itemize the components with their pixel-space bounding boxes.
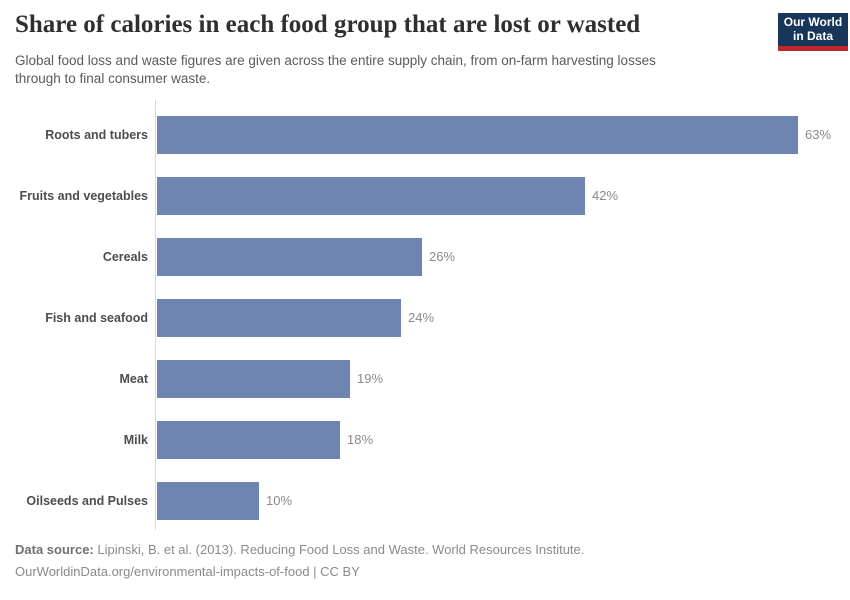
bar-track: 63% [157,115,843,154]
data-source-line: Data source: Lipinski, B. et al. (2013).… [15,539,815,561]
bar-row: Fish and seafood 24% [15,287,843,348]
chart-subtitle: Global food loss and waste figures are g… [15,52,775,88]
bar[interactable] [157,481,259,520]
bar-track: 42% [157,176,843,215]
bar-row: Roots and tubers 63% [15,104,843,165]
bar-chart: Roots and tubers 63% Fruits and vegetables… [15,100,843,530]
bar-row: Oilseeds and Pulses 10% [15,470,843,531]
value-label: 10% [266,493,293,508]
bar-track: 10% [157,481,843,520]
category-label: Meat [119,371,148,386]
bar[interactable] [157,298,401,337]
owid-logo-line1: Our World [783,15,843,29]
license-name: CC BY [320,564,360,579]
value-label: 24% [408,310,435,325]
category-label: Fish and seafood [45,310,148,325]
y-axis-line [155,100,156,530]
category-label: Oilseeds and Pulses [26,493,148,508]
category-label: Fruits and vegetables [19,188,148,203]
bar-row: Cereals 26% [15,226,843,287]
bar[interactable] [157,237,422,276]
bar-row: Milk 18% [15,409,843,470]
bar-row: Meat 19% [15,348,843,409]
chart-subtitle-line1: Global food loss and waste figures are g… [15,53,656,68]
license-separator: | [309,564,321,579]
bar-track: 24% [157,298,843,337]
owid-logo: Our World in Data [778,13,848,51]
category-label: Milk [123,432,148,447]
license-url[interactable]: OurWorldinData.org/environmental-impacts… [15,564,310,579]
owid-logo-line2: in Data [792,28,833,43]
chart-title: Share of calories in each food group tha… [15,11,641,38]
category-label: Roots and tubers [45,127,148,142]
value-label: 26% [429,249,456,264]
value-label: 18% [347,432,374,447]
chart-subtitle-line2: through to final consumer waste. [15,71,211,86]
bar[interactable] [157,176,585,215]
data-source-label: Data source: [15,542,94,557]
bar[interactable] [157,115,798,154]
value-label: 42% [592,188,619,203]
bar[interactable] [157,359,350,398]
bar-row: Fruits and vegetables 42% [15,165,843,226]
value-label: 19% [357,371,384,386]
bar-chart-rows: Roots and tubers 63% Fruits and vegetables… [15,104,843,531]
category-label: Cereals [102,249,148,264]
data-source-text: Lipinski, B. et al. (2013). Reducing Foo… [93,542,585,557]
chart-footer: Data source: Lipinski, B. et al. (2013).… [15,539,815,583]
bar-track: 18% [157,420,843,459]
bar-track: 19% [157,359,843,398]
bar[interactable] [157,420,340,459]
license-line: OurWorldinData.org/environmental-impacts… [15,561,815,583]
bar-track: 26% [157,237,843,276]
value-label: 63% [805,127,832,142]
